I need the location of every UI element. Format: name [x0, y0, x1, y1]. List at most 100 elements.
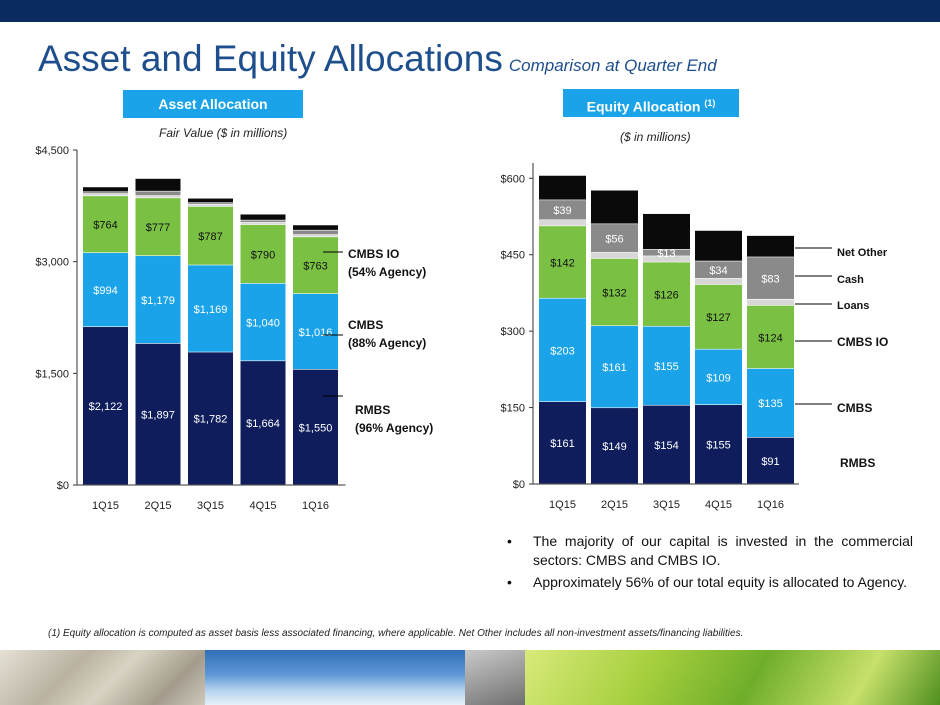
equity-caption: ($ in millions)	[620, 130, 691, 144]
bar-segment-loans	[135, 195, 181, 198]
bar-segment-rmbs	[643, 405, 690, 484]
bar-segment-net-other	[539, 175, 586, 200]
bar-segment-cash	[591, 224, 638, 253]
data-label: $1,897	[141, 409, 175, 421]
footnote: (1) Equity allocation is computed as ass…	[48, 628, 744, 639]
pyramid-photo	[465, 650, 525, 705]
bullet-text: Approximately 56% of our total equity is…	[533, 574, 908, 590]
bar-segment-cash	[293, 230, 338, 235]
asset-label-cmbs-io: CMBS IO	[348, 247, 399, 261]
equity-label-cmbs: CMBS	[837, 401, 872, 415]
bar-segment-net-other	[643, 213, 690, 250]
data-label: $1,664	[246, 418, 280, 430]
equity-label-net-other: Net Other	[837, 247, 888, 259]
data-label: $2,122	[89, 401, 123, 413]
bar-segment-cmbs-io	[188, 206, 233, 265]
data-label: $1,179	[141, 295, 175, 307]
data-label: $56	[605, 233, 623, 245]
data-label: $764	[93, 220, 117, 232]
bar-segment-rmbs	[83, 327, 128, 485]
bar-segment-loans	[747, 299, 794, 306]
bar-segment-rmbs	[539, 401, 586, 484]
bar-segment-loans	[83, 193, 128, 196]
asset-allocation-chart: $0 $1,500 $3,000 $4,500 $2,122 $994 $764 1Q15 $1…	[35, 145, 346, 512]
bar-segment-cmbs	[591, 326, 638, 408]
bar-segment-cmbs	[135, 256, 181, 344]
bar-segment-rmbs	[591, 408, 638, 484]
asset-caption: Fair Value ($ in millions)	[159, 126, 288, 140]
equity-tag-note: (1)	[704, 98, 716, 108]
sky-photo	[205, 650, 465, 705]
asset-tag-label: Asset Allocation	[158, 96, 268, 112]
data-label: $154	[654, 440, 678, 452]
x-tick-label: 1Q16	[302, 500, 329, 512]
data-label: $1,040	[246, 317, 280, 329]
equity-allocation-tag: Equity Allocation (1)	[563, 89, 739, 117]
data-label: $34	[709, 265, 727, 277]
data-label: $127	[706, 312, 730, 324]
top-banner	[0, 0, 940, 22]
bar-segment-cmbs-io	[643, 262, 690, 326]
data-label: $13	[657, 248, 675, 260]
y-tick-label: $1,500	[35, 368, 69, 380]
asset-allocation-tag: Asset Allocation	[123, 90, 303, 118]
bar-segment-cmbs-io	[135, 198, 181, 256]
bar-segment-rmbs	[188, 352, 233, 485]
bar-segment-rmbs	[135, 343, 181, 485]
x-tick-label: 4Q15	[250, 500, 277, 512]
footer-photo-strip	[0, 650, 940, 705]
data-label: $155	[706, 440, 730, 452]
data-label: $763	[303, 261, 327, 273]
data-label: $83	[761, 273, 779, 285]
bar-segment-loans	[539, 220, 586, 226]
bar-segment-loans	[643, 256, 690, 262]
bar-segment-cmbs	[695, 349, 742, 405]
bullet-symbol: •	[507, 533, 512, 549]
data-label: $777	[146, 222, 170, 234]
bar-segment-cash	[643, 249, 690, 256]
bar-segment-cmbs	[293, 293, 338, 370]
bar-segment-net-other	[83, 187, 128, 192]
bar-segment-rmbs	[293, 369, 338, 485]
data-label: $1,782	[194, 414, 228, 426]
data-label: $994	[93, 285, 117, 297]
x-tick-label: 2Q15	[601, 499, 628, 511]
data-label: $126	[654, 289, 678, 301]
bar-segment-loans	[293, 234, 338, 237]
data-label: $1,016	[299, 327, 333, 339]
bar-segment-cash	[240, 220, 286, 223]
bar-segment-cash	[188, 203, 233, 204]
asset-label-cmbs: CMBS	[348, 318, 383, 332]
bar-segment-net-other	[591, 190, 638, 224]
bar-segment-cmbs	[747, 368, 794, 438]
asset-label-cmbs-agency: (88% Agency)	[348, 336, 426, 350]
bar-segment-cmbs-io	[747, 305, 794, 369]
bar-segment-cash	[747, 257, 794, 299]
page-subtitle: Comparison at Quarter End	[508, 56, 717, 75]
bar-segment-rmbs	[747, 437, 794, 484]
bar-segment-net-other	[293, 225, 338, 230]
asset-label-cmbs-io-agency: (54% Agency)	[348, 265, 426, 279]
bar-segment-cmbs	[643, 326, 690, 405]
equity-label-loans: Loans	[837, 300, 869, 312]
equity-label-cash: Cash	[837, 274, 864, 286]
x-tick-label: 2Q15	[145, 500, 172, 512]
bar-segment-cash	[695, 261, 742, 279]
data-label: $109	[706, 372, 730, 384]
x-tick-label: 3Q15	[197, 500, 224, 512]
data-label: $787	[198, 231, 222, 243]
bar-segment-rmbs	[695, 405, 742, 484]
bar-segment-net-other	[747, 235, 794, 257]
bar-segment-cmbs-io	[293, 237, 338, 294]
equity-tag-label: Equity Allocation	[586, 98, 701, 115]
bar-segment-cash	[83, 192, 128, 194]
data-label: $790	[251, 249, 275, 261]
data-label: $1,550	[299, 422, 333, 434]
y-tick-label: $300	[501, 326, 525, 338]
x-tick-label: 1Q15	[549, 499, 576, 511]
asset-label-rmbs: RMBS	[355, 403, 390, 417]
bullet-text: The majority of our capital is invested …	[533, 533, 913, 568]
data-label: $203	[550, 345, 574, 357]
bar-segment-net-other	[135, 178, 181, 191]
data-label: $1,169	[194, 304, 228, 316]
